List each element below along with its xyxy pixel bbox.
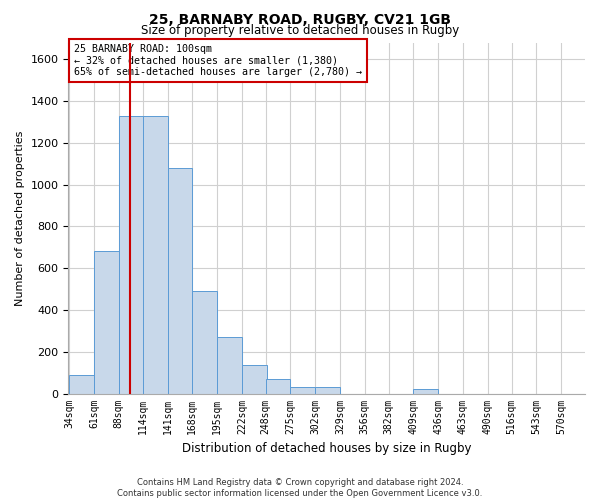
- Bar: [413, 390, 438, 394]
- Bar: [266, 379, 290, 394]
- Text: Contains HM Land Registry data © Crown copyright and database right 2024.
Contai: Contains HM Land Registry data © Crown c…: [118, 478, 482, 498]
- Text: Size of property relative to detached houses in Rugby: Size of property relative to detached ho…: [141, 24, 459, 37]
- Bar: [290, 388, 315, 394]
- Bar: [119, 116, 143, 394]
- Bar: [315, 388, 340, 394]
- Text: 25, BARNABY ROAD, RUGBY, CV21 1GB: 25, BARNABY ROAD, RUGBY, CV21 1GB: [149, 12, 451, 26]
- Bar: [192, 291, 217, 394]
- Y-axis label: Number of detached properties: Number of detached properties: [15, 130, 25, 306]
- Bar: [70, 374, 94, 394]
- Bar: [143, 116, 167, 394]
- X-axis label: Distribution of detached houses by size in Rugby: Distribution of detached houses by size …: [182, 442, 472, 455]
- Bar: [217, 337, 242, 394]
- Text: 25 BARNABY ROAD: 100sqm
← 32% of detached houses are smaller (1,380)
65% of semi: 25 BARNABY ROAD: 100sqm ← 32% of detache…: [74, 44, 362, 78]
- Bar: [242, 366, 266, 394]
- Bar: [167, 168, 192, 394]
- Bar: [94, 252, 119, 394]
